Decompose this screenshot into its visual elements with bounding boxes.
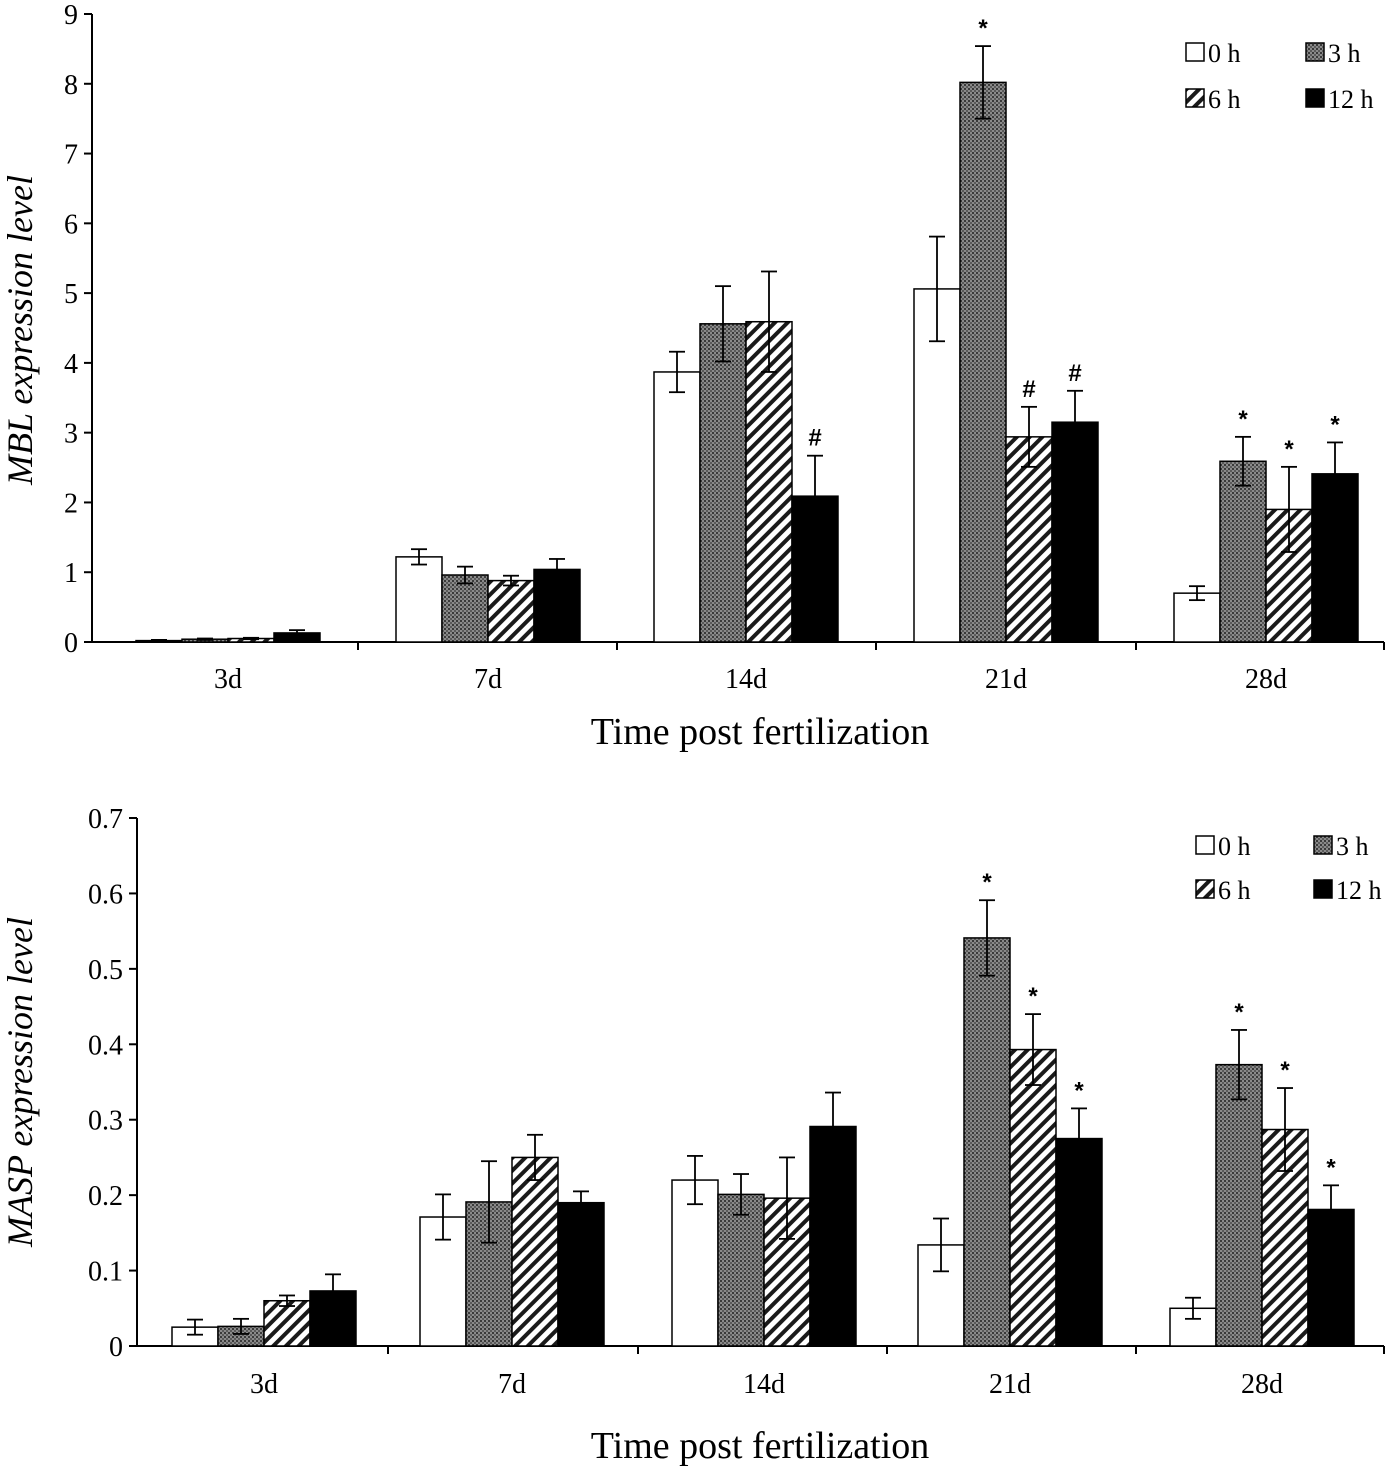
masp-chart-panel: MASP expression level Time post fertiliz… [0, 804, 1385, 1467]
x-axis-label: Time post fertilization [591, 711, 929, 753]
legend-label-12h: 12 h [1328, 85, 1374, 114]
bar [1055, 1137, 1103, 1347]
bar [557, 1201, 605, 1347]
legend-swatch-12h [1305, 88, 1325, 108]
y-tick-label: 3 [64, 419, 78, 450]
y-axis-label: MBL expression level [0, 175, 40, 486]
bar [395, 556, 443, 643]
significance-mark: * [1238, 406, 1248, 433]
legend-swatch-0h [1195, 835, 1215, 855]
legend-label-12h: 12 h [1336, 876, 1382, 905]
y-tick-label: 7 [64, 140, 78, 171]
y-tick-label: 8 [64, 70, 78, 101]
x-tick-label: 7d [498, 1369, 526, 1400]
legend-label-0h: 0 h [1208, 39, 1241, 68]
significance-mark: * [1280, 1057, 1290, 1084]
significance-mark: * [1330, 411, 1340, 438]
x-tick-label: 21d [985, 664, 1027, 695]
bar [1005, 436, 1053, 643]
x-tick-label: 28d [1241, 1369, 1283, 1400]
y-tick-label: 5 [64, 279, 78, 310]
legend-swatch-6h [1195, 879, 1215, 899]
y-tick-label: 0 [64, 628, 78, 659]
bar [263, 1299, 311, 1347]
y-tick-label: 6 [64, 209, 78, 240]
bar [1219, 460, 1267, 643]
legend-swatch-3h [1313, 835, 1333, 855]
bar [809, 1125, 857, 1347]
x-tick-label: 3d [214, 664, 242, 695]
y-tick-label: 0.6 [88, 879, 123, 910]
legend-swatch-0h [1185, 42, 1205, 62]
mbl-chart-panel: MBL expression level Time post fertiliza… [0, 0, 1385, 753]
x-tick-label: 3d [250, 1369, 278, 1400]
x-tick-label: 14d [743, 1369, 785, 1400]
bar [1009, 1048, 1057, 1347]
y-tick-label: 0 [109, 1332, 123, 1363]
y-tick-label: 0.4 [88, 1030, 123, 1061]
x-tick-label: 21d [989, 1369, 1031, 1400]
bar [963, 937, 1011, 1347]
significance-mark: * [1284, 436, 1294, 463]
y-tick-label: 0.7 [88, 804, 123, 835]
significance-mark: * [1074, 1077, 1084, 1104]
significance-mark: # [808, 425, 821, 452]
x-tick-label: 7d [474, 664, 502, 695]
y-tick-label: 4 [64, 349, 78, 380]
legend-swatch-12h [1313, 879, 1333, 899]
significance-mark: # [1022, 376, 1035, 403]
bar [959, 81, 1007, 643]
bar [671, 1179, 719, 1347]
bar [745, 320, 793, 643]
y-tick-label: 0.3 [88, 1106, 123, 1137]
bar [653, 371, 701, 643]
y-tick-label: 1 [64, 558, 78, 589]
significance-mark: * [978, 15, 988, 42]
legend-label-3h: 3 h [1336, 832, 1369, 861]
x-tick-label: 14d [725, 664, 767, 695]
y-tick-label: 0.5 [88, 955, 123, 986]
bar [717, 1193, 765, 1347]
y-tick-label: 9 [64, 0, 78, 31]
significance-mark: * [1326, 1154, 1336, 1181]
legend-label-0h: 0 h [1218, 832, 1251, 861]
legend-label-6h: 6 h [1208, 85, 1241, 114]
bar [699, 323, 747, 643]
significance-mark: * [1028, 983, 1038, 1010]
x-axis-label: Time post fertilization [591, 1425, 929, 1467]
x-tick-label: 28d [1245, 664, 1287, 695]
legend-swatch-3h [1305, 42, 1325, 62]
legend-swatch-6h [1185, 88, 1205, 108]
bar [441, 574, 489, 643]
bar [511, 1156, 559, 1347]
bar [1051, 421, 1099, 643]
legend-label-6h: 6 h [1218, 876, 1251, 905]
significance-mark: * [982, 869, 992, 896]
y-tick-label: 0.1 [88, 1257, 123, 1288]
y-tick-label: 0.2 [88, 1181, 123, 1212]
y-axis-label: MASP expression level [0, 917, 40, 1248]
legend-label-3h: 3 h [1328, 39, 1361, 68]
y-tick-label: 2 [64, 488, 78, 519]
significance-mark: # [1068, 360, 1081, 387]
significance-mark: * [1234, 999, 1244, 1026]
legend: 0 h 3 h 6 h 12 h [1195, 832, 1382, 905]
legend: 0 h 3 h 6 h 12 h [1185, 39, 1374, 114]
bar [1215, 1063, 1263, 1347]
bar [487, 579, 535, 643]
bar [913, 288, 961, 643]
bar [533, 568, 581, 643]
